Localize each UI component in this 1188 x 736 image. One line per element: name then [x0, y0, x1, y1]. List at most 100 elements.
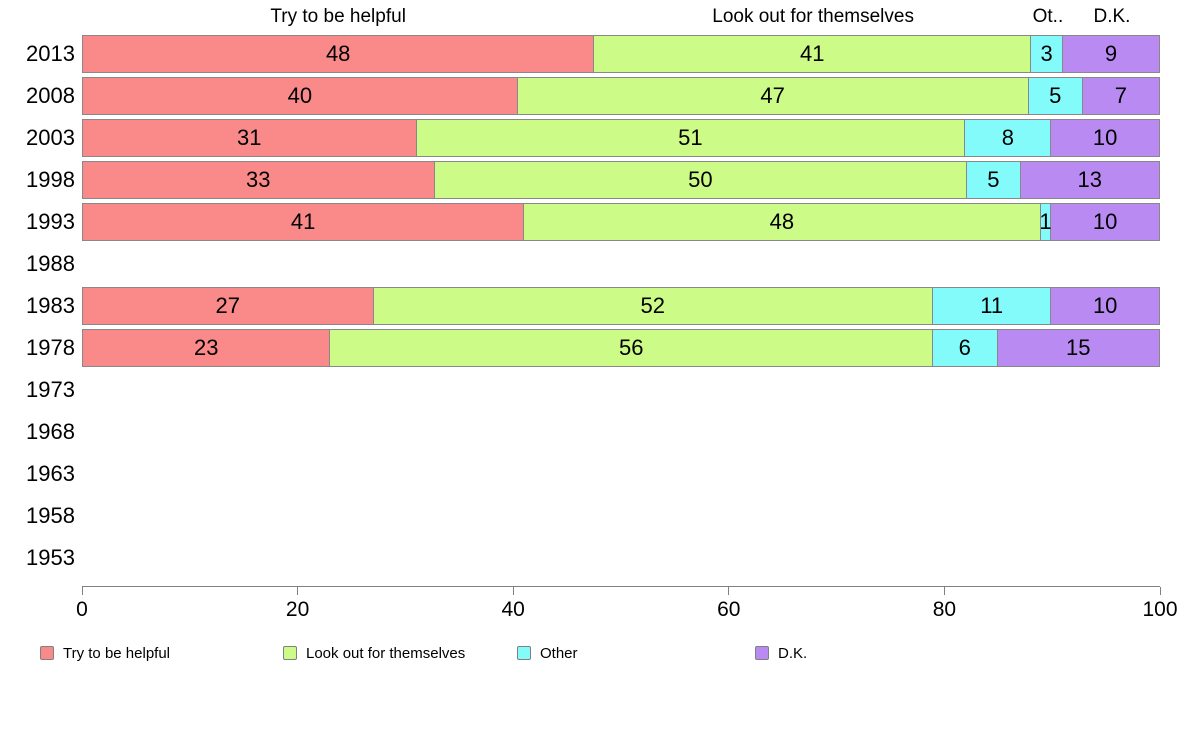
bar-value-label: 31 — [237, 125, 262, 150]
chart-row-1958: 1958 — [0, 495, 1160, 537]
chart-row-1973: 1973 — [0, 369, 1160, 411]
year-label: 1978 — [26, 335, 75, 360]
bar-track — [82, 371, 1160, 409]
bar-segment-d-k[interactable]: 15 — [997, 330, 1159, 366]
x-axis-tick — [943, 587, 945, 595]
legend-item-try-to-be-helpful[interactable]: Try to be helpful — [40, 643, 170, 663]
bar-value-label: 41 — [800, 41, 825, 66]
bar-segment-d-k[interactable]: 10 — [1051, 120, 1159, 156]
bar-value-label: 27 — [215, 293, 240, 318]
bar-segment-other[interactable]: 5 — [1028, 78, 1083, 114]
legend-label: Other — [540, 644, 578, 662]
bar-value-label: 10 — [1092, 209, 1118, 234]
bar-segment-other[interactable]: 8 — [965, 120, 1052, 156]
chart-row-1998: 1998 33 50 5 13 — [0, 159, 1160, 201]
year-label: 1988 — [26, 251, 75, 276]
bar-track: 33 50 5 13 — [82, 161, 1160, 199]
legend-swatch — [283, 646, 297, 660]
bar-segment-d-k[interactable]: 10 — [1051, 288, 1159, 324]
year-label: 2003 — [26, 125, 75, 150]
year-label: 1953 — [26, 545, 75, 570]
bar-segment-try-to-be-helpful[interactable]: 48 — [83, 36, 595, 72]
x-axis-tick — [297, 587, 299, 595]
bar-segment-try-to-be-helpful[interactable]: 40 — [83, 78, 518, 114]
year-label: 1993 — [26, 209, 75, 234]
bar-segment-try-to-be-helpful[interactable]: 41 — [83, 204, 525, 240]
bar-value-label: 10 — [1092, 293, 1118, 318]
year-label: 1998 — [26, 167, 75, 192]
bar-value-label: 52 — [640, 293, 666, 318]
bar-track: 23 56 6 15 — [82, 329, 1160, 367]
chart-row-1978: 1978 23 56 6 15 — [0, 327, 1160, 369]
legend-item-other[interactable]: Other — [517, 643, 578, 663]
year-label: 1983 — [26, 293, 75, 318]
bar-segment-look-out-for-themselves[interactable]: 51 — [416, 120, 966, 156]
bar-segment-look-out-for-themselves[interactable]: 48 — [524, 204, 1041, 240]
bar-value-label: 15 — [1066, 335, 1091, 360]
bar-segment-look-out-for-themselves[interactable]: 52 — [373, 288, 934, 324]
bar-segment-d-k[interactable]: 9 — [1063, 36, 1159, 72]
chart-row-1968: 1968 — [0, 411, 1160, 453]
x-axis-tick — [1159, 587, 1161, 595]
bar-segment-d-k[interactable]: 13 — [1020, 162, 1159, 198]
bar-value-label: 10 — [1092, 125, 1118, 150]
bar-value-label: 48 — [325, 41, 351, 66]
chart-row-1993: 1993 41 48 1 10 — [0, 201, 1160, 243]
legend-item-look-out-for-themselves[interactable]: Look out for themselves — [283, 643, 465, 663]
bar-value-label: 1 — [1039, 209, 1052, 234]
bar-segment-other[interactable]: 6 — [933, 330, 998, 366]
bar-value-label: 23 — [193, 335, 219, 360]
legend-label: Look out for themselves — [306, 644, 466, 662]
legend-label: Try to be helpful — [63, 644, 170, 662]
bar-segment-other[interactable]: 5 — [967, 162, 1021, 198]
bar-value-label: 48 — [769, 209, 795, 234]
year-label: 1963 — [26, 461, 75, 486]
chart-row-2008: 2008 40 47 5 7 — [0, 75, 1160, 117]
bar-value-label: 33 — [246, 167, 271, 192]
bar-value-label: 5 — [987, 167, 1000, 192]
bar-segment-other[interactable]: 3 — [1031, 36, 1064, 72]
x-axis-tick — [512, 587, 514, 595]
x-axis-tick-label: 60 — [717, 598, 741, 621]
chart-row-1983: 1983 27 52 11 10 — [0, 285, 1160, 327]
column-header-try-to-be-helpful: Try to be helpful — [270, 6, 406, 27]
bar-segment-try-to-be-helpful[interactable]: 27 — [83, 288, 374, 324]
bar-value-label: 41 — [290, 209, 316, 234]
bar-segment-look-out-for-themselves[interactable]: 56 — [330, 330, 934, 366]
bar-segment-other[interactable]: 1 — [1039, 204, 1052, 240]
chart-rows: 2013 48 41 3 9 2008 40 47 5 7 2003 31 51 8 10 1998 33 50 5… — [0, 33, 1160, 579]
bar-segment-look-out-for-themselves[interactable]: 50 — [434, 162, 968, 198]
chart-row-1963: 1963 — [0, 453, 1160, 495]
legend-item-d-k[interactable]: D.K. — [755, 643, 807, 663]
column-header-look-out-for-themselves: Look out for themselves — [712, 6, 914, 27]
bar-segment-d-k[interactable]: 7 — [1082, 78, 1159, 114]
bar-segment-look-out-for-themselves[interactable]: 41 — [594, 36, 1032, 72]
bar-value-label: 9 — [1104, 41, 1118, 66]
bar-value-label: 7 — [1114, 83, 1128, 108]
bar-value-label: 13 — [1077, 167, 1102, 192]
legend-swatch — [755, 646, 769, 660]
bar-segment-try-to-be-helpful[interactable]: 31 — [83, 120, 417, 156]
bar-track — [82, 413, 1160, 451]
column-header-other: Ot.. — [1032, 6, 1064, 27]
bar-track: 27 52 11 10 — [82, 287, 1160, 325]
bar-track: 40 47 5 7 — [82, 77, 1160, 115]
x-axis-tick-label: 80 — [932, 598, 957, 621]
bar-value-label: 3 — [1040, 41, 1053, 66]
bar-segment-try-to-be-helpful[interactable]: 33 — [83, 162, 435, 198]
bar-segment-d-k[interactable]: 10 — [1051, 204, 1159, 240]
bar-segment-other[interactable]: 11 — [933, 288, 1052, 324]
bar-track: 48 41 3 9 — [82, 35, 1160, 73]
bar-value-label: 50 — [688, 167, 713, 192]
bar-value-label: 11 — [980, 293, 1004, 318]
x-axis-tick — [81, 587, 83, 595]
bar-value-label: 40 — [287, 83, 313, 108]
bar-track — [82, 245, 1160, 283]
bar-segment-try-to-be-helpful[interactable]: 23 — [83, 330, 331, 366]
chart-row-2013: 2013 48 41 3 9 — [0, 33, 1160, 75]
column-header-d-k: D.K. — [1093, 6, 1131, 27]
bar-value-label: 6 — [958, 335, 971, 360]
bar-value-label: 47 — [760, 83, 785, 108]
bar-segment-look-out-for-themselves[interactable]: 47 — [517, 78, 1029, 114]
